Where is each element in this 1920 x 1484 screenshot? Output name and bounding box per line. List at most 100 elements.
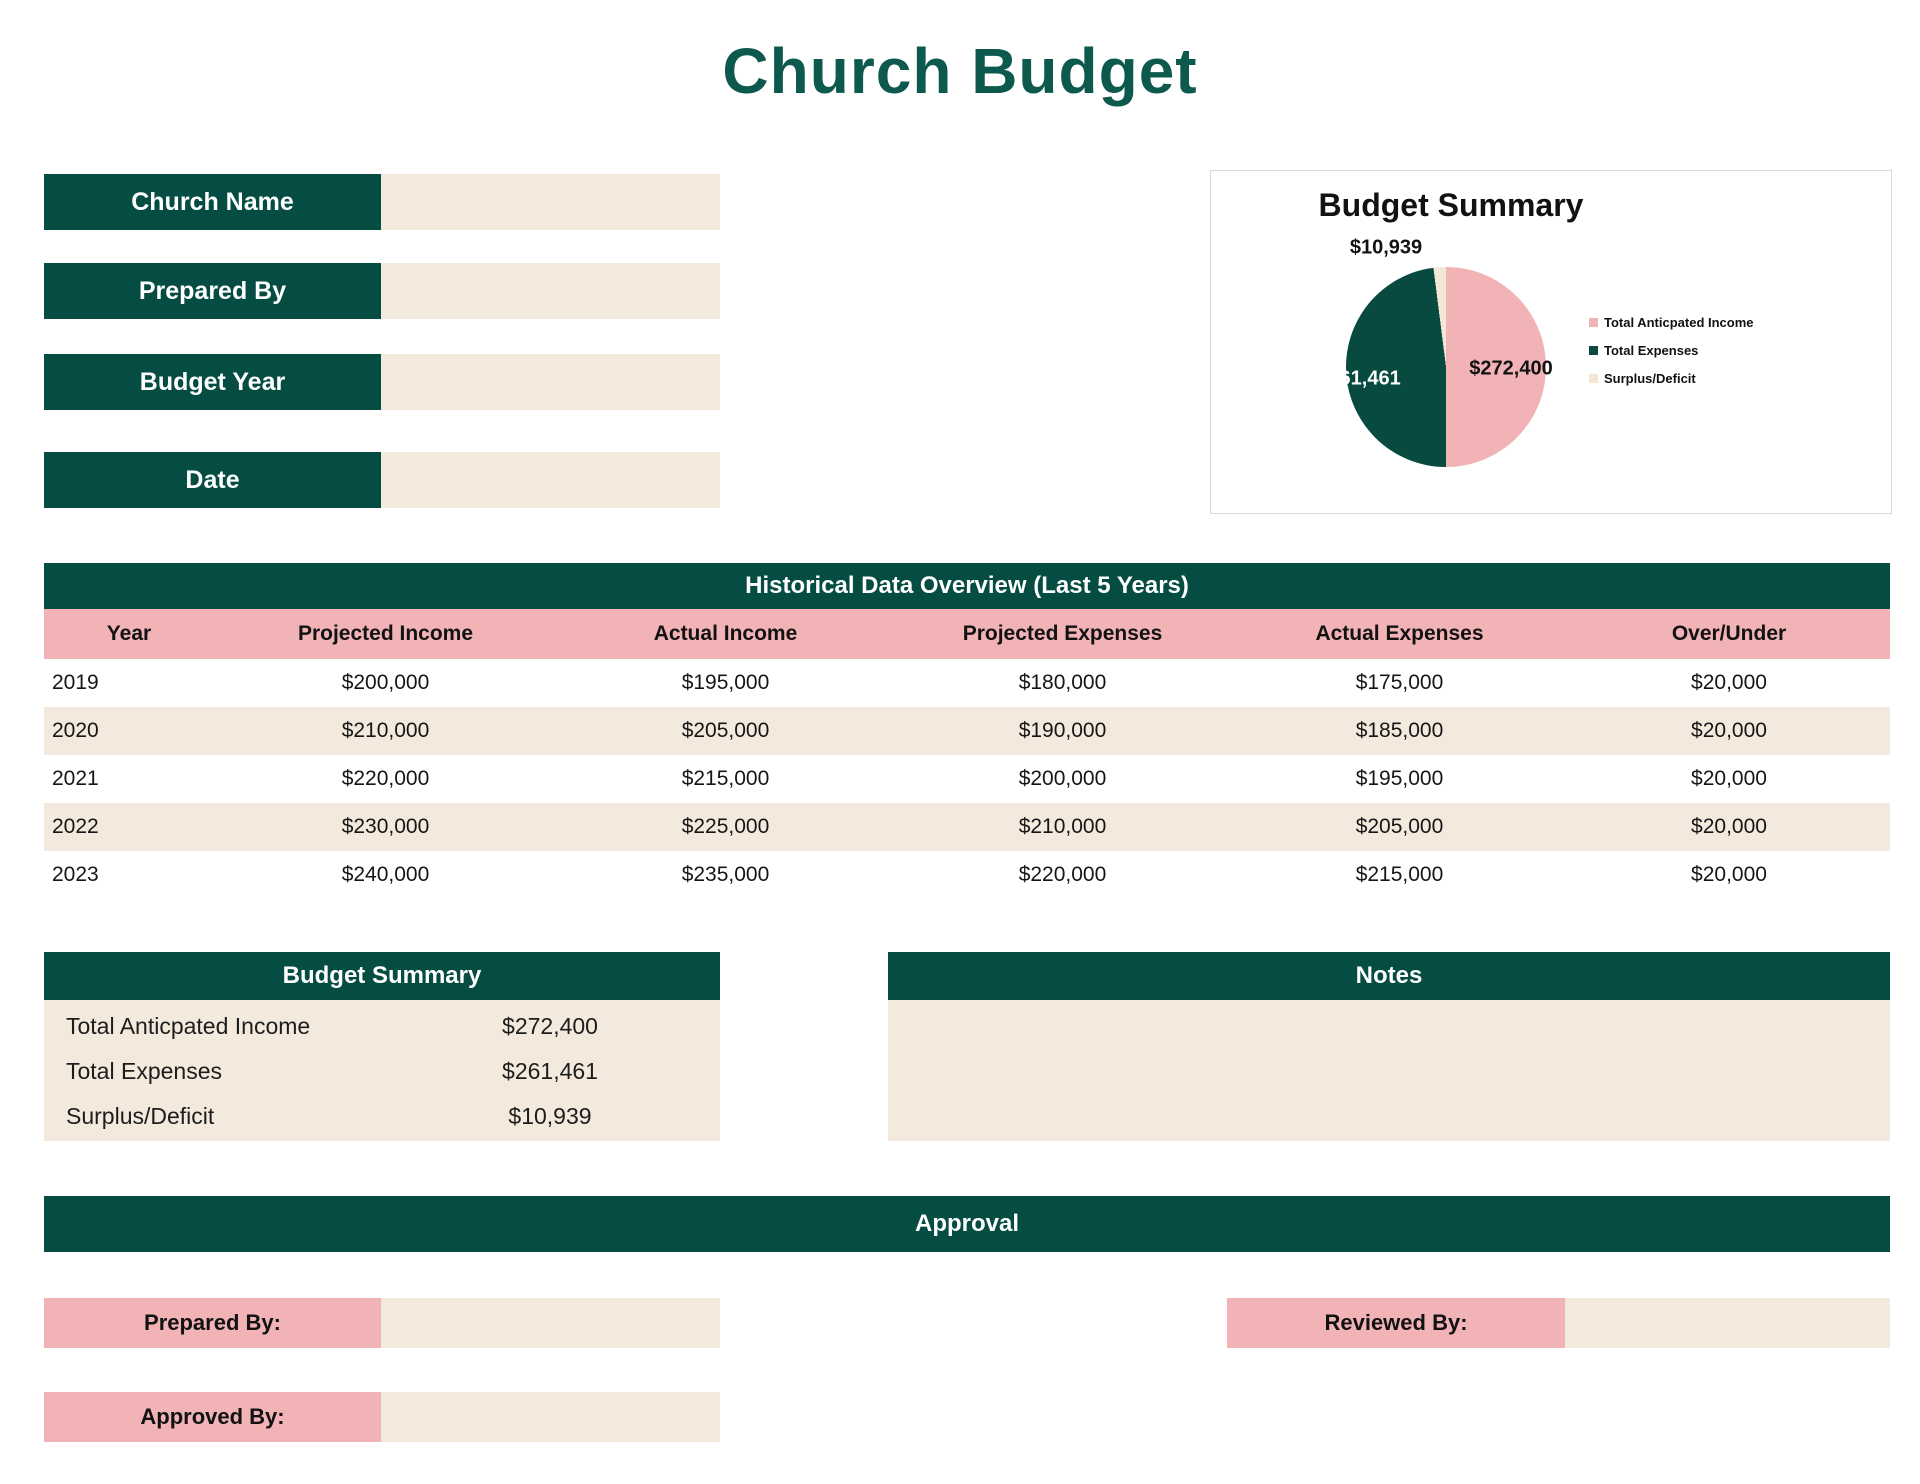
col-header-actual-expenses: Actual Expenses [1315,622,1484,645]
col-header-year: Year [106,622,152,645]
cell-actual-income: $205,000 [681,719,770,742]
cell-actual-expenses: $185,000 [1355,719,1444,742]
legend-label: Total Expenses [1604,343,1699,358]
cell-actual-expenses: $175,000 [1355,671,1444,694]
table-row: 2020 $210,000 $205,000 $190,000 $185,000… [44,707,1890,755]
prepared-by-field: Prepared By [44,263,720,319]
approval-approved-by-field: Approved By: [44,1392,720,1442]
approval-reviewed-by-field: Reviewed By: [1227,1298,1890,1348]
col-header-projected-income: Projected Income [297,622,474,645]
table-row: 2022 $230,000 $225,000 $210,000 $205,000… [44,803,1890,851]
budget-summary-chart-panel: Budget Summary $10,939 $272,400 $261,461… [1210,170,1892,514]
cell-actual-expenses: $195,000 [1355,767,1444,790]
summary-row-income: Total Anticpated Income $272,400 [44,1004,720,1049]
notes-section: Notes [888,952,1890,1141]
legend-swatch [1589,318,1598,327]
church-name-label: Church Name [44,174,381,230]
pie-chart [1346,267,1546,467]
approval-reviewed-by-input[interactable] [1565,1298,1890,1348]
table-row: 2019 $200,000 $195,000 $180,000 $175,000… [44,659,1890,707]
cell-actual-income: $225,000 [681,815,770,838]
pie-label-income: $272,400 [1469,357,1553,380]
cell-projected-expenses: $190,000 [1018,719,1107,742]
summary-row-expenses: Total Expenses $261,461 [44,1049,720,1094]
cell-year: 2021 [52,767,99,790]
pie-label-surplus: $10,939 [1349,236,1423,259]
historical-data-section: Historical Data Overview (Last 5 Years) … [44,563,1890,899]
pie-label-expenses: $261,461 [1317,367,1401,390]
summary-label: Surplus/Deficit [66,1103,215,1129]
cell-projected-income: $220,000 [341,767,430,790]
cell-projected-income: $230,000 [341,815,430,838]
cell-year: 2023 [52,863,99,886]
approval-approved-by-input[interactable] [381,1392,720,1442]
table-row: 2023 $240,000 $235,000 $220,000 $215,000… [44,851,1890,899]
cell-actual-income: $195,000 [681,671,770,694]
historical-column-headers: Year Projected Income Actual Income Proj… [44,609,1890,659]
approval-reviewed-by-label: Reviewed By: [1227,1298,1565,1348]
legend-swatch [1589,374,1598,383]
col-header-actual-income: Actual Income [653,622,798,645]
budget-year-label: Budget Year [44,354,381,410]
cell-projected-expenses: $200,000 [1018,767,1107,790]
legend-item-expenses: Total Expenses [1589,343,1754,358]
date-field: Date [44,452,720,508]
date-input[interactable] [381,452,720,508]
summary-row-surplus: Surplus/Deficit $10,939 [44,1094,720,1139]
summary-label: Total Expenses [66,1058,222,1084]
legend-item-surplus: Surplus/Deficit [1589,371,1754,386]
budget-summary-body: Total Anticpated Income $272,400 Total E… [44,1000,720,1141]
page-title: Church Budget [722,35,1198,107]
church-name-input[interactable] [381,174,720,230]
cell-projected-expenses: $220,000 [1018,863,1107,886]
approval-section-header: Approval [44,1196,1890,1252]
budget-year-input[interactable] [381,354,720,410]
cell-actual-income: $215,000 [681,767,770,790]
notes-input-area[interactable] [888,1000,1890,1141]
summary-value: $261,461 [502,1058,598,1084]
col-header-over-under: Over/Under [1671,622,1787,645]
cell-actual-expenses: $215,000 [1355,863,1444,886]
budget-summary-section: Budget Summary Total Anticpated Income $… [44,952,720,1141]
date-label: Date [44,452,381,508]
cell-actual-income: $235,000 [681,863,770,886]
summary-label: Total Anticpated Income [66,1013,311,1039]
cell-projected-expenses: $180,000 [1018,671,1107,694]
cell-over-under: $20,000 [1691,767,1767,790]
cell-projected-income: $200,000 [341,671,430,694]
cell-year: 2020 [52,719,99,742]
legend-item-income: Total Anticpated Income [1589,315,1754,330]
approval-prepared-by-field: Prepared By: [44,1298,720,1348]
cell-projected-expenses: $210,000 [1018,815,1107,838]
budget-year-field: Budget Year [44,354,720,410]
summary-value: $10,939 [508,1103,592,1129]
cell-year: 2022 [52,815,99,838]
col-header-projected-expenses: Projected Expenses [962,622,1163,645]
table-row: 2021 $220,000 $215,000 $200,000 $195,000… [44,755,1890,803]
budget-summary-header: Budget Summary [44,952,720,1000]
church-name-field: Church Name [44,174,720,230]
legend-label: Total Anticpated Income [1604,315,1754,330]
chart-title: Budget Summary [1318,187,1584,223]
legend-label: Surplus/Deficit [1604,371,1696,386]
cell-over-under: $20,000 [1691,671,1767,694]
historical-table-body: 2019 $200,000 $195,000 $180,000 $175,000… [44,659,1890,899]
cell-over-under: $20,000 [1691,863,1767,886]
legend-swatch [1589,346,1598,355]
cell-over-under: $20,000 [1691,815,1767,838]
prepared-by-input[interactable] [381,263,720,319]
cell-projected-income: $210,000 [341,719,430,742]
approval-prepared-by-input[interactable] [381,1298,720,1348]
chart-legend: Total Anticpated Income Total Expenses S… [1589,315,1754,386]
notes-header: Notes [888,952,1890,1000]
cell-actual-expenses: $205,000 [1355,815,1444,838]
cell-over-under: $20,000 [1691,719,1767,742]
prepared-by-label: Prepared By [44,263,381,319]
cell-projected-income: $240,000 [341,863,430,886]
historical-section-header: Historical Data Overview (Last 5 Years) [44,563,1890,609]
approval-prepared-by-label: Prepared By: [44,1298,381,1348]
summary-value: $272,400 [502,1013,598,1039]
approval-approved-by-label: Approved By: [44,1392,381,1442]
cell-year: 2019 [52,671,99,694]
